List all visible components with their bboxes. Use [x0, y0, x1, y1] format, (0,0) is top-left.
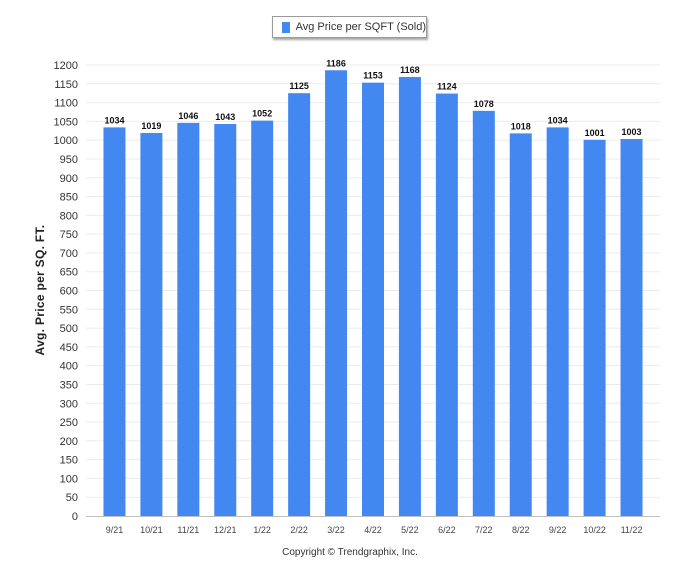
bar-5-22[interactable]	[398, 77, 421, 516]
x-tick-label: 8/22	[512, 525, 530, 535]
y-tick-label: 1050	[54, 116, 78, 128]
data-label: 1186	[326, 58, 346, 68]
bars	[103, 70, 643, 517]
x-axis-ticks: 9/21 10/21 11/21 12/21 1/22 2/22 3/22 4/22 5/22 6…	[106, 525, 643, 535]
data-label: 1124	[437, 82, 457, 92]
data-label: 1018	[511, 121, 531, 131]
y-axis-ticks: 0 50 100 150 200 250 300 350 400 450 500 550 600 650 7…	[54, 60, 78, 523]
y-tick-label: 300	[60, 398, 78, 410]
x-tick-label: 12/21	[214, 525, 237, 535]
bar-1-22[interactable]	[251, 120, 274, 516]
y-tick-label: 750	[60, 229, 78, 241]
bar-6-22[interactable]	[435, 93, 458, 517]
bar-10-21[interactable]	[140, 133, 163, 517]
data-label: 1019	[141, 121, 161, 131]
bar-9-22[interactable]	[546, 127, 569, 516]
y-tick-label: 700	[60, 248, 78, 260]
x-tick-label: 6/22	[438, 525, 456, 535]
bar-4-22[interactable]	[362, 82, 384, 516]
x-tick-label: 11/22	[621, 525, 643, 535]
bar-2-22[interactable]	[288, 93, 311, 516]
bar-11-22[interactable]	[620, 139, 643, 516]
y-tick-label: 650	[60, 267, 78, 279]
bar-7-22[interactable]	[472, 110, 495, 516]
data-label: 1034	[548, 115, 568, 125]
bar-11-21[interactable]	[177, 122, 200, 517]
legend[interactable]: Avg Price per SQFT (Sold)	[272, 16, 427, 38]
legend-label: Avg Price per SQFT (Sold)	[295, 21, 426, 33]
y-tick-label: 450	[60, 342, 78, 354]
x-tick-label: 9/22	[549, 525, 567, 535]
data-label: 1153	[363, 71, 383, 81]
y-tick-label: 1100	[54, 98, 78, 110]
x-tick-label: 9/21	[106, 525, 124, 535]
copyright-text: Copyright © Trendgraphix, Inc.	[282, 547, 418, 558]
x-tick-label: 3/22	[327, 525, 345, 535]
data-label: 1003	[622, 127, 642, 137]
y-tick-label: 200	[60, 436, 78, 448]
bar-8-22[interactable]	[509, 133, 532, 516]
y-axis-label: Avg. Price per SQ. FT.	[33, 224, 47, 356]
y-tick-label: 500	[60, 323, 78, 335]
data-label: 1078	[474, 99, 494, 109]
x-tick-label: 7/22	[475, 525, 493, 535]
bar-3-22[interactable]	[325, 70, 348, 517]
y-tick-label: 100	[60, 473, 78, 485]
y-tick-label: 900	[60, 173, 78, 185]
x-tick-label: 11/21	[177, 525, 199, 535]
y-tick-label: 850	[60, 192, 78, 204]
bar-9-21[interactable]	[103, 127, 126, 516]
data-label: 1168	[400, 65, 420, 75]
y-tick-label: 400	[60, 361, 78, 373]
y-tick-label: 1200	[54, 60, 78, 72]
x-tick-label: 10/22	[583, 525, 606, 535]
x-tick-label: 5/22	[401, 525, 419, 535]
x-tick-label: 1/22	[253, 525, 271, 535]
y-tick-label: 800	[60, 210, 78, 222]
legend-swatch	[282, 21, 290, 33]
y-tick-label: 550	[60, 304, 78, 316]
bar-12-21[interactable]	[214, 124, 237, 517]
x-tick-label: 2/22	[290, 525, 308, 535]
y-tick-label: 250	[60, 417, 78, 429]
data-label: 1046	[178, 111, 198, 121]
bar-10-22[interactable]	[583, 139, 606, 516]
data-label: 1001	[585, 128, 605, 138]
y-tick-label: 150	[60, 455, 78, 467]
data-labels: 1034 1019 1046 1043 1052 1125 1186 1153 1168 1124…	[104, 58, 641, 138]
y-tick-label: 950	[60, 154, 78, 166]
x-tick-label: 10/21	[140, 525, 163, 535]
data-label: 1043	[215, 112, 235, 122]
y-tick-label: 0	[72, 511, 78, 523]
y-tick-label: 1150	[54, 79, 78, 91]
y-tick-label: 1000	[54, 135, 78, 147]
data-label: 1052	[252, 109, 272, 119]
y-tick-label: 350	[60, 379, 78, 391]
y-tick-label: 50	[66, 492, 78, 504]
y-tick-label: 600	[60, 286, 78, 298]
data-label: 1034	[104, 115, 124, 125]
data-label: 1125	[289, 81, 309, 91]
x-tick-label: 4/22	[364, 525, 382, 535]
